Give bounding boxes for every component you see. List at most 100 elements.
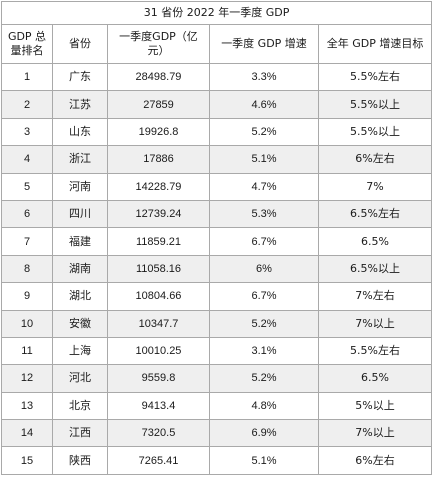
rank-cell: 10 xyxy=(1,309,53,338)
q1-growth-cell: 4.7% xyxy=(209,172,319,201)
table-row: 2 江苏 27859 4.6% 5.5%以上 xyxy=(1,90,433,119)
column-header-annual-target: 全年 GDP 增速目标 xyxy=(317,24,433,64)
table-header-row: GDP 总量排名 省份 一季度GDP（亿元） 一季度 GDP 增速 全年 GDP… xyxy=(1,24,433,64)
q1-gdp-cell: 11859.21 xyxy=(107,227,210,256)
rank-cell: 12 xyxy=(1,364,53,393)
rank-cell: 2 xyxy=(1,90,53,119)
province-cell: 安徽 xyxy=(52,309,108,338)
q1-gdp-cell: 9559.8 xyxy=(107,364,210,393)
table-body: 1 广东 28498.79 3.3% 5.5%左右 2 江苏 27859 4.6% 5.5%以上 3… xyxy=(1,62,433,475)
annual-target-cell: 7%左右 xyxy=(317,282,433,311)
annual-target-cell: 6.5% xyxy=(317,364,433,393)
annual-target-cell: 5.5%左右 xyxy=(317,62,433,92)
annual-target-cell: 7% xyxy=(317,172,433,201)
q1-gdp-cell: 7320.5 xyxy=(107,419,210,448)
table-row: 14 江西 7320.5 6.9% 7%以上 xyxy=(1,419,433,448)
q1-growth-cell: 6.7% xyxy=(209,282,319,311)
province-cell: 山东 xyxy=(52,117,108,147)
table-row: 8 湖南 11058.16 6% 6.5%以上 xyxy=(1,254,433,284)
annual-target-cell: 7%以上 xyxy=(317,309,433,338)
q1-growth-cell: 5.3% xyxy=(209,199,319,229)
table-row: 15 陕西 7265.41 5.1% 6%左右 xyxy=(1,446,433,475)
q1-growth-cell: 3.1% xyxy=(209,336,319,366)
annual-target-cell: 5.5%以上 xyxy=(317,117,433,147)
annual-target-cell: 5.5%左右 xyxy=(317,336,433,366)
annual-target-cell: 5.5%以上 xyxy=(317,90,433,119)
table-row: 12 河北 9559.8 5.2% 6.5% xyxy=(1,364,433,393)
column-header-rank: GDP 总量排名 xyxy=(1,24,53,64)
province-cell: 北京 xyxy=(52,391,108,421)
column-header-q1-growth: 一季度 GDP 增速 xyxy=(209,24,319,64)
q1-growth-cell: 4.6% xyxy=(209,90,319,119)
rank-cell: 9 xyxy=(1,282,53,311)
q1-growth-cell: 5.2% xyxy=(209,117,319,147)
q1-growth-cell: 6% xyxy=(209,254,319,284)
q1-gdp-cell: 12739.24 xyxy=(107,199,210,229)
rank-cell: 5 xyxy=(1,172,53,201)
table-row: 9 湖北 10804.66 6.7% 7%左右 xyxy=(1,282,433,311)
rank-cell: 3 xyxy=(1,117,53,147)
q1-gdp-cell: 17886 xyxy=(107,145,210,174)
province-cell: 河北 xyxy=(52,364,108,393)
table-row: 6 四川 12739.24 5.3% 6.5%左右 xyxy=(1,199,433,229)
q1-growth-cell: 5.2% xyxy=(209,364,319,393)
annual-target-cell: 6%左右 xyxy=(317,446,433,475)
q1-gdp-cell: 27859 xyxy=(107,90,210,119)
annual-target-cell: 6.5%左右 xyxy=(317,199,433,229)
annual-target-cell: 5%以上 xyxy=(317,391,433,421)
table-row: 3 山东 19926.8 5.2% 5.5%以上 xyxy=(1,117,433,147)
table-row: 10 安徽 10347.7 5.2% 7%以上 xyxy=(1,309,433,338)
q1-growth-cell: 3.3% xyxy=(209,62,319,92)
q1-gdp-cell: 11058.16 xyxy=(107,254,210,284)
province-cell: 福建 xyxy=(52,227,108,256)
table-row: 13 北京 9413.4 4.8% 5%以上 xyxy=(1,391,433,421)
province-cell: 湖南 xyxy=(52,254,108,284)
province-cell: 江苏 xyxy=(52,90,108,119)
rank-cell: 11 xyxy=(1,336,53,366)
q1-gdp-cell: 28498.79 xyxy=(107,62,210,92)
province-cell: 湖北 xyxy=(52,282,108,311)
q1-growth-cell: 4.8% xyxy=(209,391,319,421)
rank-cell: 14 xyxy=(1,419,53,448)
table-row: 5 河南 14228.79 4.7% 7% xyxy=(1,172,433,201)
annual-target-cell: 6.5%以上 xyxy=(317,254,433,284)
q1-gdp-cell: 10010.25 xyxy=(107,336,210,366)
annual-target-cell: 7%以上 xyxy=(317,419,433,448)
table-row: 11 上海 10010.25 3.1% 5.5%左右 xyxy=(1,336,433,366)
rank-cell: 13 xyxy=(1,391,53,421)
province-cell: 上海 xyxy=(52,336,108,366)
q1-gdp-cell: 14228.79 xyxy=(107,172,210,201)
rank-cell: 7 xyxy=(1,227,53,256)
q1-growth-cell: 5.1% xyxy=(209,446,319,475)
rank-cell: 8 xyxy=(1,254,53,284)
q1-gdp-cell: 10804.66 xyxy=(107,282,210,311)
annual-target-cell: 6%左右 xyxy=(317,145,433,174)
gdp-table: 31 省份 2022 年一季度 GDP GDP 总量排名 省份 一季度GDP（亿… xyxy=(0,1,433,475)
column-header-q1-gdp: 一季度GDP（亿元） xyxy=(107,24,210,64)
q1-gdp-cell: 19926.8 xyxy=(107,117,210,147)
q1-growth-cell: 6.9% xyxy=(209,419,319,448)
rank-cell: 15 xyxy=(1,446,53,475)
province-cell: 广东 xyxy=(52,62,108,92)
table-title: 31 省份 2022 年一季度 GDP xyxy=(0,1,433,25)
q1-growth-cell: 6.7% xyxy=(209,227,319,256)
q1-growth-cell: 5.1% xyxy=(209,145,319,174)
province-cell: 陕西 xyxy=(52,446,108,475)
annual-target-cell: 6.5% xyxy=(317,227,433,256)
q1-gdp-cell: 10347.7 xyxy=(107,309,210,338)
rank-cell: 6 xyxy=(1,199,53,229)
q1-growth-cell: 5.2% xyxy=(209,309,319,338)
q1-gdp-cell: 9413.4 xyxy=(107,391,210,421)
province-cell: 浙江 xyxy=(52,145,108,174)
rank-cell: 1 xyxy=(1,62,53,92)
rank-cell: 4 xyxy=(1,145,53,174)
province-cell: 河南 xyxy=(52,172,108,201)
province-cell: 四川 xyxy=(52,199,108,229)
province-cell: 江西 xyxy=(52,419,108,448)
table-row: 1 广东 28498.79 3.3% 5.5%左右 xyxy=(1,62,433,92)
column-header-province: 省份 xyxy=(52,24,108,64)
table-row: 4 浙江 17886 5.1% 6%左右 xyxy=(1,145,433,174)
table-row: 7 福建 11859.21 6.7% 6.5% xyxy=(1,227,433,256)
q1-gdp-cell: 7265.41 xyxy=(107,446,210,475)
